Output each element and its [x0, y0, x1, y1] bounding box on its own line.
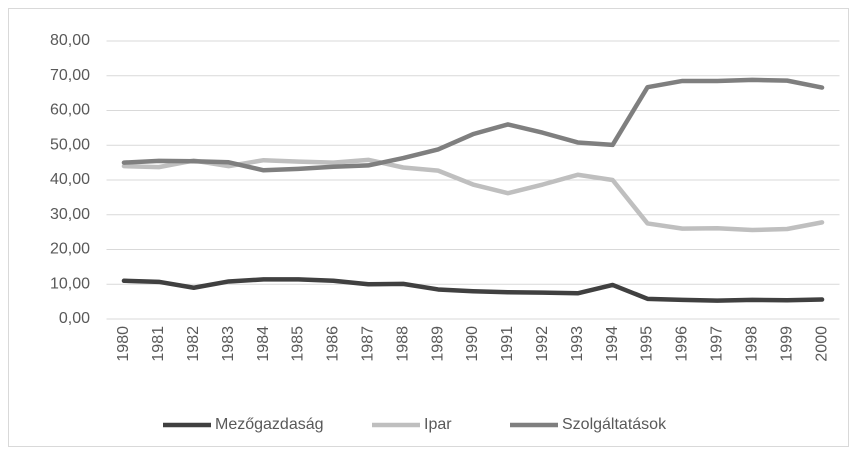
legend-label: Ipar	[424, 416, 452, 433]
x-tick-label: 2000	[813, 326, 830, 362]
y-tick-label: 80,00	[50, 32, 90, 49]
line-series	[121, 77, 825, 173]
y-tick-label: 70,00	[50, 67, 90, 84]
x-tick-label: 1981	[150, 326, 167, 362]
line-series	[121, 277, 825, 303]
x-tick-label: 1990	[464, 326, 481, 362]
y-tick-label: 60,00	[50, 102, 90, 119]
x-tick-label: 1988	[394, 326, 411, 362]
x-tick-label: 1989	[429, 326, 446, 362]
legend-label: Mezőgazdaság	[215, 416, 324, 433]
y-tick-label: 50,00	[50, 136, 90, 153]
x-tick-label: 1994	[604, 326, 621, 362]
x-tick-label: 1993	[569, 326, 586, 362]
x-tick-label: 1984	[255, 326, 272, 362]
x-tick-label: 1997	[709, 326, 726, 362]
x-tick-label: 1999	[778, 326, 795, 362]
x-tick-label: 1992	[534, 326, 551, 362]
x-tick-label: 1995	[639, 326, 656, 362]
x-tick-label: 1982	[185, 326, 202, 362]
x-tick-label: 1983	[220, 326, 237, 362]
x-tick-label: 1991	[499, 326, 516, 362]
y-tick-label: 20,00	[50, 241, 90, 258]
y-tick-label: 40,00	[50, 171, 90, 188]
legend-label: Szolgáltatások	[562, 416, 667, 433]
x-tick-label: 1987	[360, 326, 377, 362]
x-tick-label: 1998	[743, 326, 760, 362]
x-tick-label: 1996	[674, 326, 691, 362]
x-tick-label: 1985	[290, 326, 307, 362]
y-tick-label: 10,00	[50, 275, 90, 292]
y-tick-label: 30,00	[50, 206, 90, 223]
x-tick-label: 1980	[115, 326, 132, 362]
y-tick-label: 0,00	[59, 310, 90, 327]
x-tick-label: 1986	[325, 326, 342, 362]
